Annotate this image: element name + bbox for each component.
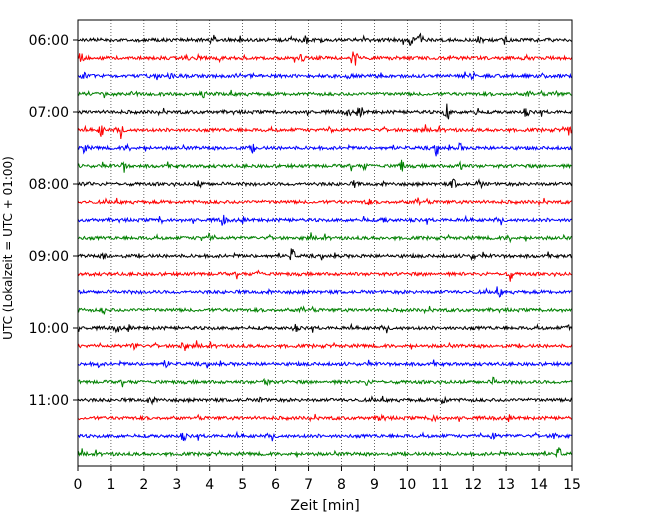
x-tick-label-3: 3: [172, 477, 181, 493]
x-tick-label-10: 10: [398, 477, 416, 493]
y-tick-label-0600: 06:00: [29, 33, 69, 49]
x-tick-label-5: 5: [238, 477, 247, 493]
trace-0745: [77, 159, 573, 173]
x-tick-label-14: 14: [530, 477, 548, 493]
trace-1145: [77, 447, 573, 459]
grid-lines: [110, 20, 540, 466]
trace-0930: [77, 286, 573, 298]
trace-0630: [77, 70, 573, 81]
x-tick-label-0: 0: [74, 477, 83, 493]
trace-1130: [77, 430, 573, 442]
y-tick-label-0700: 07:00: [29, 105, 69, 121]
x-tick-label-9: 9: [370, 477, 379, 493]
seismogram-traces: [77, 32, 573, 459]
trace-1000: [77, 322, 573, 334]
trace-0915: [77, 269, 573, 282]
trace-0845: [77, 232, 573, 244]
trace-1030: [77, 359, 573, 369]
trace-0815: [77, 197, 573, 207]
x-tick-label-1: 1: [106, 477, 115, 493]
y-tick-label-0800: 08:00: [29, 177, 69, 193]
x-axis-title: Zeit [min]: [290, 498, 359, 514]
plot-frame: [77, 19, 573, 467]
y-tick-label-0900: 09:00: [29, 249, 69, 265]
x-tick-label-12: 12: [464, 477, 482, 493]
trace-0600: [77, 32, 573, 46]
y-axis-ticks: 06:00 07:00 08:00 09:00 10:00 11:00: [29, 33, 78, 409]
x-axis-ticks: 0 1 2 3 4 5 6 7 8 9 10 11 12 13 14 15: [74, 466, 581, 493]
x-tick-label-8: 8: [337, 477, 346, 493]
trace-0730: [77, 142, 573, 157]
trace-0645: [77, 89, 573, 99]
x-tick-label-13: 13: [497, 477, 515, 493]
x-tick-label-6: 6: [271, 477, 280, 493]
y-axis-title: UTC (Lokalzeit = UTC + 01:00): [1, 156, 15, 340]
trace-1045: [77, 376, 573, 388]
trace-0800: [77, 178, 573, 190]
trace-1015: [77, 340, 573, 352]
y-tick-label-1100: 11:00: [29, 393, 69, 409]
trace-1115: [77, 413, 573, 423]
trace-0900: [77, 248, 573, 261]
x-tick-label-7: 7: [304, 477, 313, 493]
trace-0715: [77, 124, 573, 139]
x-tick-label-11: 11: [431, 477, 449, 493]
trace-0830: [77, 214, 573, 226]
y-tick-label-1000: 10:00: [29, 321, 69, 337]
x-tick-label-15: 15: [563, 477, 581, 493]
trace-0700: [77, 103, 573, 120]
x-tick-label-2: 2: [139, 477, 148, 493]
trace-0945: [77, 305, 573, 315]
trace-1100: [77, 395, 573, 406]
x-tick-label-4: 4: [205, 477, 214, 493]
trace-0615: [77, 51, 573, 66]
